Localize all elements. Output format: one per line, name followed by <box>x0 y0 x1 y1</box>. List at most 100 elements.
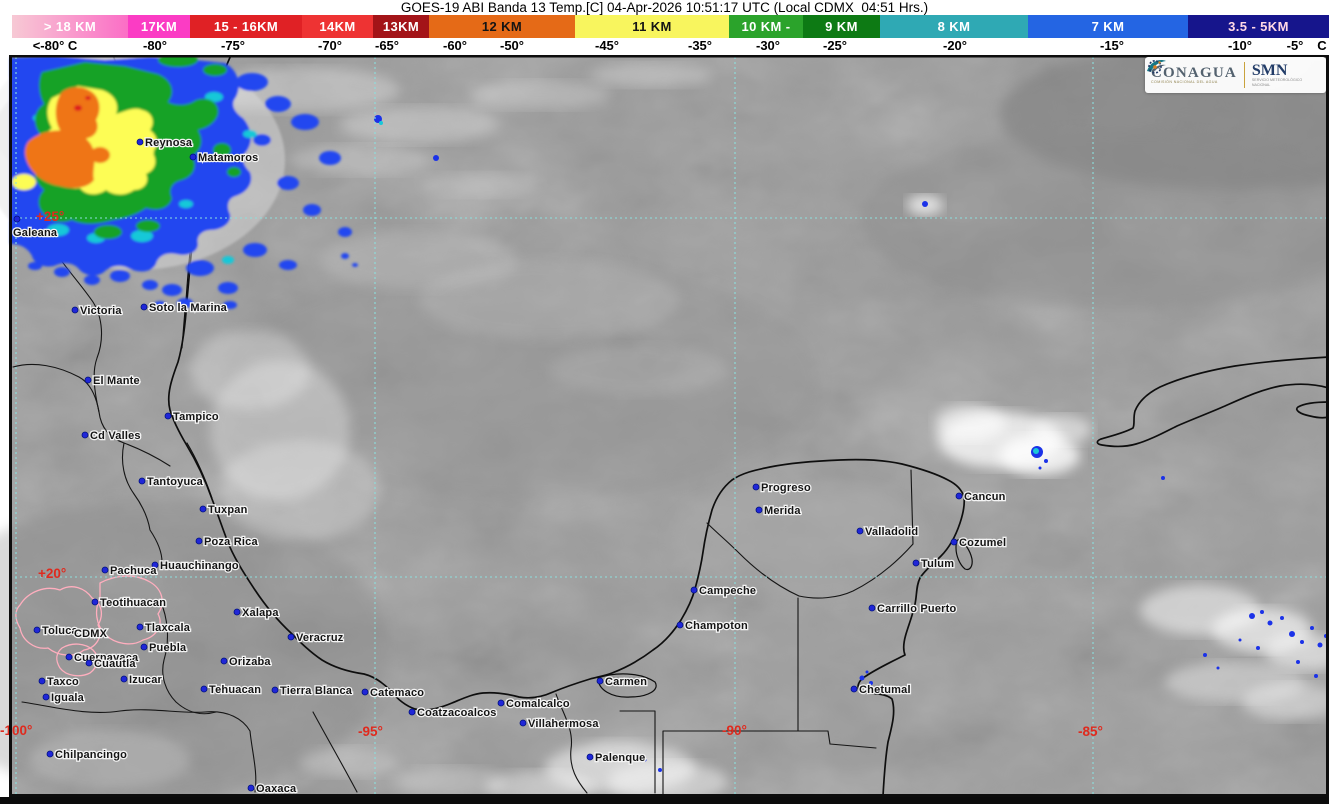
coordinate-label: -95° <box>358 724 383 739</box>
city-label: Villahermosa <box>528 718 599 730</box>
city-dot <box>84 376 92 384</box>
temp-scale-label: -25° <box>823 38 847 53</box>
city-dot <box>287 633 295 641</box>
colorbar-segment: > 18 KM <box>12 15 128 38</box>
city-label: Iguala <box>51 692 85 704</box>
smn-name: SMN <box>1251 62 1288 79</box>
city-label: Toluca <box>42 625 79 637</box>
logos-box: CONAGUA COMISIÓN NACIONAL DEL AGUA SMN S… <box>1145 57 1326 93</box>
city-dot <box>151 561 159 569</box>
city-dot <box>361 688 369 696</box>
city-dot <box>755 506 763 514</box>
city-dot <box>220 657 228 665</box>
city-label: Tampico <box>173 411 219 423</box>
city-dot <box>136 138 144 146</box>
temp-scale-label: -50° <box>500 38 524 53</box>
temp-scale-label: <-80° C <box>32 38 78 53</box>
city-dot <box>497 699 505 707</box>
conagua-subtitle: COMISIÓN NACIONAL DEL AGUA <box>1151 79 1218 84</box>
city-dot <box>140 303 148 311</box>
city-label: Victoria <box>80 305 122 317</box>
conagua-icon <box>1147 60 1166 72</box>
colorbar-segment: 15 - 16KM <box>190 15 302 38</box>
city-label: Galeana <box>13 227 58 239</box>
temp-scale-label: -10° <box>1228 38 1252 53</box>
temp-scale-label: -15° <box>1100 38 1124 53</box>
city-label: Oaxaca <box>256 783 297 795</box>
pink-state-borders <box>15 575 163 677</box>
city-label: Chetumal <box>859 684 911 696</box>
coordinate-label: -100° <box>0 723 32 738</box>
city-label: Palenque <box>595 752 646 764</box>
colorbar-segment: 12 KM <box>429 15 575 38</box>
city-label: Tantoyuca <box>147 476 204 488</box>
bottom-border <box>0 797 1329 804</box>
city-dot <box>868 604 876 612</box>
city-dot <box>752 483 760 491</box>
colorbar-segment: 7 KM <box>1028 15 1188 38</box>
city-label: Chilpancingo <box>55 749 127 761</box>
city-dot <box>690 586 698 594</box>
coordinate-label: -90° <box>722 723 747 738</box>
conagua-name: CONAGUA <box>1151 64 1237 81</box>
city-label: CDMX <box>74 628 108 640</box>
city-dot <box>200 685 208 693</box>
city-label: Tulum <box>921 558 954 570</box>
city-label: Matamoros <box>198 152 258 164</box>
city-dot <box>856 527 864 535</box>
city-label: Carrillo Puerto <box>877 603 956 615</box>
satellite-map: +25° +20° -100° -95° -90° -85° Galeana Reynosa… <box>0 55 1329 797</box>
city-label: Xalapa <box>242 607 279 619</box>
temp-scale-label: -45° <box>595 38 619 53</box>
coordinate-label: +20° <box>38 566 66 581</box>
temp-scale-label: -75° <box>221 38 245 53</box>
city-dot <box>38 677 46 685</box>
city-markers: Galeana Reynosa Matamoros Victoria Soto la M… <box>12 136 1008 797</box>
city-dot <box>408 708 416 716</box>
city-dot <box>195 537 203 545</box>
logo-divider <box>1243 62 1245 88</box>
city-dot <box>912 559 920 567</box>
city-label: Cancun <box>964 491 1006 503</box>
temperature-scale: <-80° C -80° -75° -70° -65° -60° -50° -45° -35° -… <box>0 38 1329 55</box>
city-label: Progreso <box>761 482 811 494</box>
image-title: GOES-19 ABI Banda 13 Temp.[C] 04-Apr-202… <box>400 0 929 15</box>
city-label: Merida <box>764 505 801 517</box>
city-dot <box>33 626 41 634</box>
temp-scale-label: C <box>1317 38 1327 53</box>
colorbar-segment: 13KM <box>373 15 429 38</box>
colorbar-segment: 17KM <box>128 15 190 38</box>
city-dot <box>13 215 21 223</box>
city-dot <box>271 686 279 694</box>
city-label: Tlaxcala <box>145 622 191 634</box>
satellite-base <box>0 55 1329 797</box>
city-label: Pachuca <box>110 565 157 577</box>
city-dot <box>138 477 146 485</box>
city-dot <box>136 623 144 631</box>
city-label: Orizaba <box>229 656 271 668</box>
temp-scale-label: -65° <box>375 38 399 53</box>
coordinate-label: +25° <box>36 209 64 224</box>
city-label: Tierra Blanca <box>280 685 353 697</box>
city-label: Veracruz <box>296 632 344 644</box>
city-dot <box>586 753 594 761</box>
city-dot <box>189 153 197 161</box>
city-dot <box>950 538 958 546</box>
city-dot <box>140 643 148 651</box>
city-label: Cuautla <box>94 658 136 670</box>
colorbar-segment: 8 KM <box>880 15 1028 38</box>
smn-subtitle: SERVICIO METEOROLÓGICO NACIONAL <box>1251 78 1303 87</box>
cloud-patches <box>30 63 1329 797</box>
city-dot <box>519 719 527 727</box>
colorbar-segment: 3.5 - 5KM <box>1188 15 1329 38</box>
temp-scale-label: -60° <box>443 38 467 53</box>
city-label: Tehuacan <box>209 684 261 696</box>
cold-top-specks <box>374 115 1328 772</box>
city-dot <box>120 675 128 683</box>
city-dot <box>955 492 963 500</box>
city-dot <box>42 693 50 701</box>
temp-scale-label: -30° <box>756 38 780 53</box>
coordinate-labels: +25° +20° -100° -95° -90° -85° <box>0 209 1103 739</box>
city-dot <box>71 306 79 314</box>
